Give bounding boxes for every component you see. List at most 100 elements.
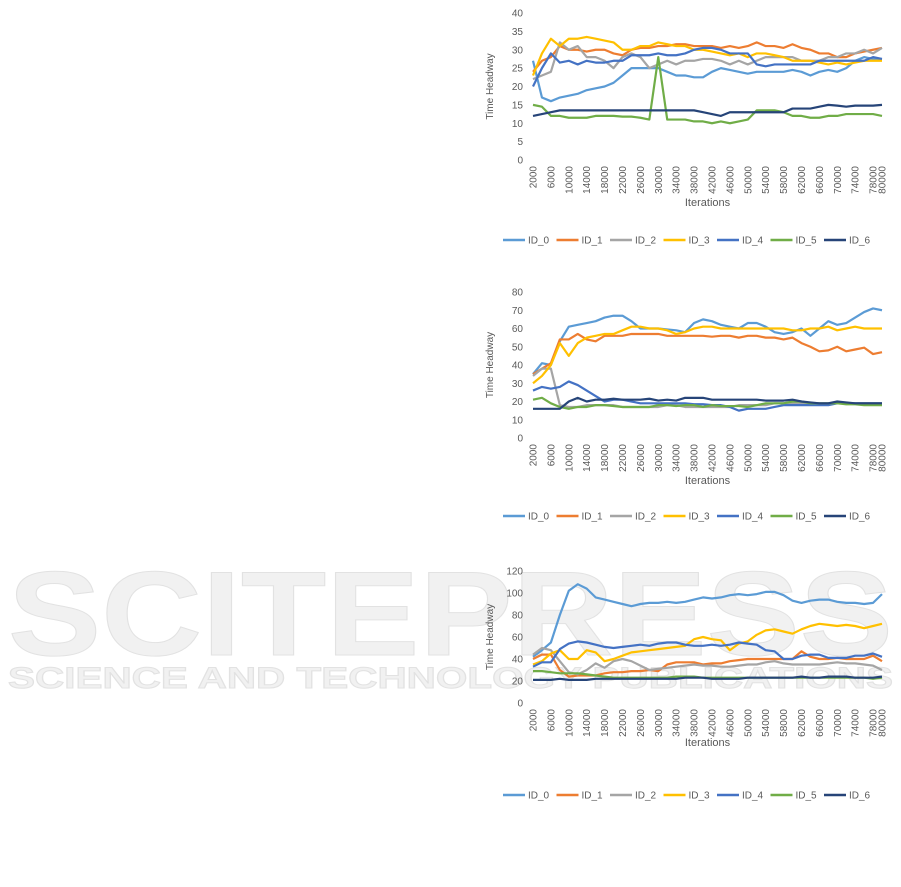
legend-label: ID_2 (635, 512, 657, 523)
x-tick-label: 78000 (869, 709, 880, 737)
series-line (532, 56, 883, 125)
x-tick-label: 26000 (636, 444, 647, 472)
x-tick-label: 18000 (600, 444, 611, 472)
legend-label: ID_5 (796, 236, 818, 247)
x-tick-label: 10000 (564, 166, 575, 194)
x-tick-label: 62000 (797, 444, 808, 472)
legend-label: ID_4 (742, 236, 764, 247)
x-tick-label: 6000 (546, 709, 557, 732)
x-tick-label: 50000 (743, 709, 754, 737)
y-axis-title: Time Headway (485, 604, 496, 670)
legend-label: ID_5 (796, 512, 818, 523)
y-tick-label: 5 (517, 137, 523, 148)
y-tick-label: 50 (512, 342, 524, 353)
y-tick-label: 30 (512, 45, 524, 56)
series-line (532, 583, 883, 658)
y-tick-label: 20 (512, 397, 524, 408)
x-tick-label: 2000 (529, 709, 540, 732)
series-line (532, 103, 883, 117)
legend-label: ID_0 (528, 236, 550, 247)
x-tick-label: 10000 (564, 444, 575, 472)
y-tick-label: 120 (506, 567, 523, 578)
x-tick-label: 80000 (878, 709, 889, 737)
x-tick-label: 22000 (618, 444, 629, 472)
x-tick-label: 66000 (815, 166, 826, 194)
x-tick-label: 10000 (564, 709, 575, 737)
x-tick-label: 22000 (618, 709, 629, 737)
x-tick-label: 2000 (529, 166, 540, 189)
legend-label: ID_4 (742, 512, 764, 523)
x-tick-label: 18000 (600, 709, 611, 737)
legend-label: ID_0 (528, 512, 550, 523)
x-tick-label: 26000 (636, 709, 647, 737)
y-tick-label: 80 (512, 611, 524, 622)
legend-label: ID_4 (742, 791, 764, 802)
legend-label: ID_2 (635, 236, 657, 247)
x-axis-title: Iterations (685, 197, 731, 209)
x-tick-label: 18000 (600, 166, 611, 194)
x-tick-label: 54000 (761, 709, 772, 737)
series-line (531, 35, 882, 76)
x-tick-label: 2000 (529, 444, 540, 467)
x-tick-label: 30000 (654, 444, 665, 472)
x-tick-label: 34000 (672, 709, 683, 737)
x-tick-label: 46000 (725, 166, 736, 194)
x-axis-title: Iterations (685, 475, 731, 487)
series-line (532, 646, 883, 676)
legend-label: ID_1 (582, 791, 604, 802)
y-tick-label: 40 (512, 655, 524, 666)
x-tick-label: 42000 (707, 166, 718, 194)
x-tick-label: 74000 (851, 166, 862, 194)
x-tick-label: 34000 (672, 444, 683, 472)
x-tick-label: 14000 (582, 166, 593, 194)
x-tick-label: 54000 (761, 166, 772, 194)
x-tick-label: 58000 (779, 166, 790, 194)
x-axis-title: Iterations (685, 737, 731, 749)
y-tick-label: 30 (512, 379, 524, 390)
x-tick-label: 6000 (546, 444, 557, 467)
x-tick-label: 6000 (546, 166, 557, 189)
x-tick-label: 22000 (618, 166, 629, 194)
y-tick-label: 10 (512, 415, 524, 426)
y-tick-label: 15 (512, 100, 524, 111)
y-tick-label: 20 (512, 677, 524, 688)
y-axis-title: Time Headway (485, 332, 496, 398)
y-tick-label: 35 (512, 27, 524, 38)
x-tick-label: 42000 (707, 444, 718, 472)
x-tick-label: 78000 (869, 444, 880, 472)
series-line (532, 41, 883, 81)
x-tick-label: 14000 (582, 444, 593, 472)
legend-label: ID_6 (849, 791, 871, 802)
x-tick-label: 42000 (707, 709, 718, 737)
series-line (532, 640, 883, 668)
x-tick-label: 38000 (690, 166, 701, 194)
series-line (533, 675, 883, 681)
legend-label: ID_3 (689, 236, 711, 247)
series-line (532, 307, 883, 375)
legend-label: ID_6 (849, 512, 871, 523)
x-tick-label: 50000 (743, 444, 754, 472)
x-tick-label: 30000 (654, 709, 665, 737)
y-tick-label: 40 (512, 361, 524, 372)
y-tick-label: 80 (512, 288, 524, 299)
x-tick-label: 54000 (761, 444, 772, 472)
x-tick-label: 62000 (797, 709, 808, 737)
legend-label: ID_2 (635, 791, 657, 802)
x-tick-label: 26000 (636, 166, 647, 194)
x-tick-label: 70000 (833, 444, 844, 472)
x-tick-label: 74000 (851, 444, 862, 472)
series-line (533, 396, 882, 410)
legend-label: ID_1 (582, 512, 604, 523)
watermark-title: SCITEPRESS (8, 547, 893, 681)
legend-label: ID_1 (582, 236, 604, 247)
x-tick-label: 50000 (743, 166, 754, 194)
y-tick-label: 25 (512, 64, 524, 75)
x-tick-label: 14000 (582, 709, 593, 737)
x-tick-label: 70000 (833, 709, 844, 737)
x-tick-label: 74000 (851, 709, 862, 737)
x-tick-label: 58000 (779, 444, 790, 472)
y-tick-label: 40 (512, 9, 524, 20)
y-tick-label: 60 (512, 633, 524, 644)
